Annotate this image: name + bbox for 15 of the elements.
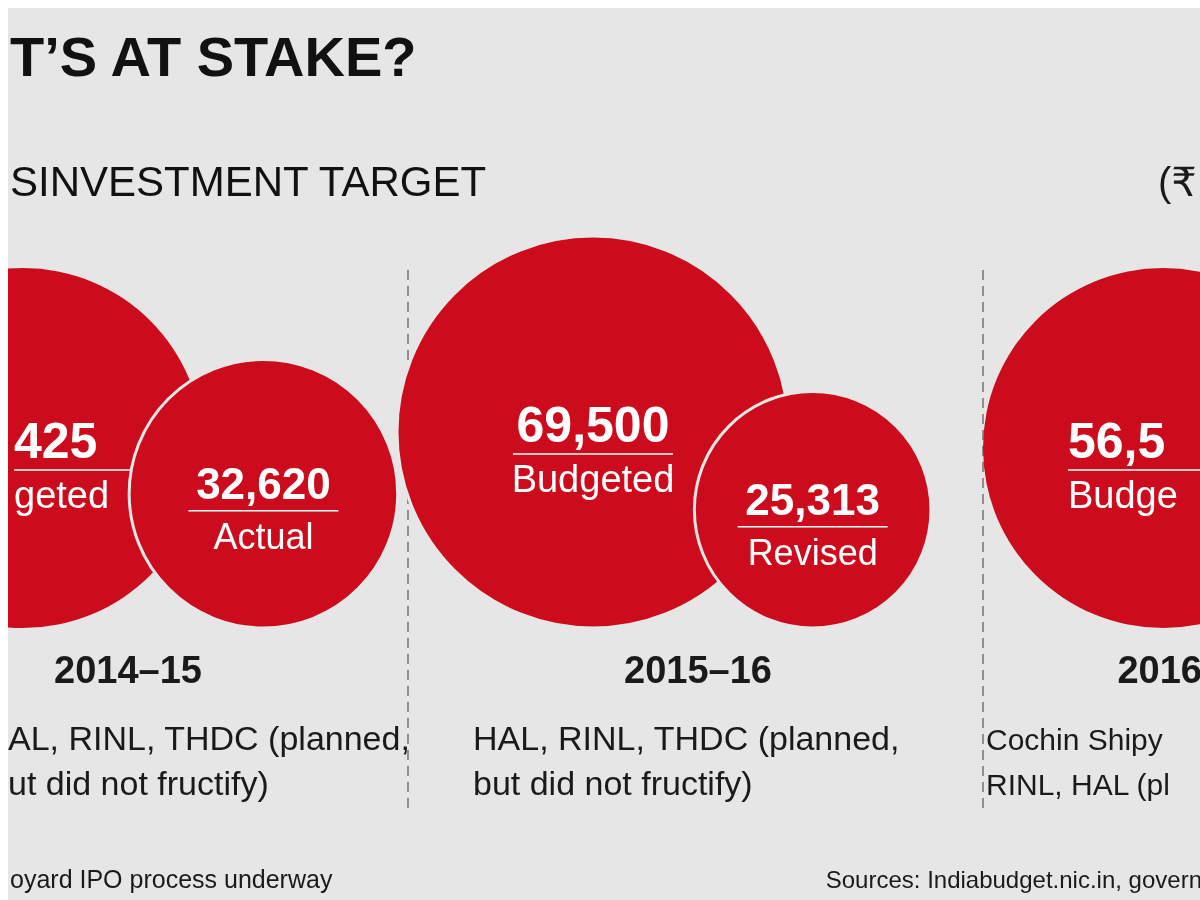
data-label: 25,313 (745, 474, 880, 524)
text: Cochin Shipy RINL, HAL (pl (986, 723, 1170, 801)
text: oyard IPO process underway (10, 865, 333, 893)
data-label: 69,500 (516, 397, 670, 453)
text: SINVESTMENT TARGET (10, 158, 487, 205)
category-label: 2015–16 (624, 649, 772, 691)
text: HAL, RINL, THDC (planned, but did not fructify) (473, 719, 900, 802)
text: T’S AT STAKE? (10, 25, 417, 88)
text: Actual (213, 515, 314, 557)
text: Revised (747, 531, 878, 573)
text: Budgeted (511, 458, 675, 500)
source-note: Sources: Indiabudget.nic.in, govern (825, 866, 1200, 893)
category-label: 2014–15 (54, 649, 202, 691)
text: AL, RINL, THDC (planned, ut did not fructify) (8, 719, 410, 802)
text: (₹ (1158, 160, 1197, 204)
